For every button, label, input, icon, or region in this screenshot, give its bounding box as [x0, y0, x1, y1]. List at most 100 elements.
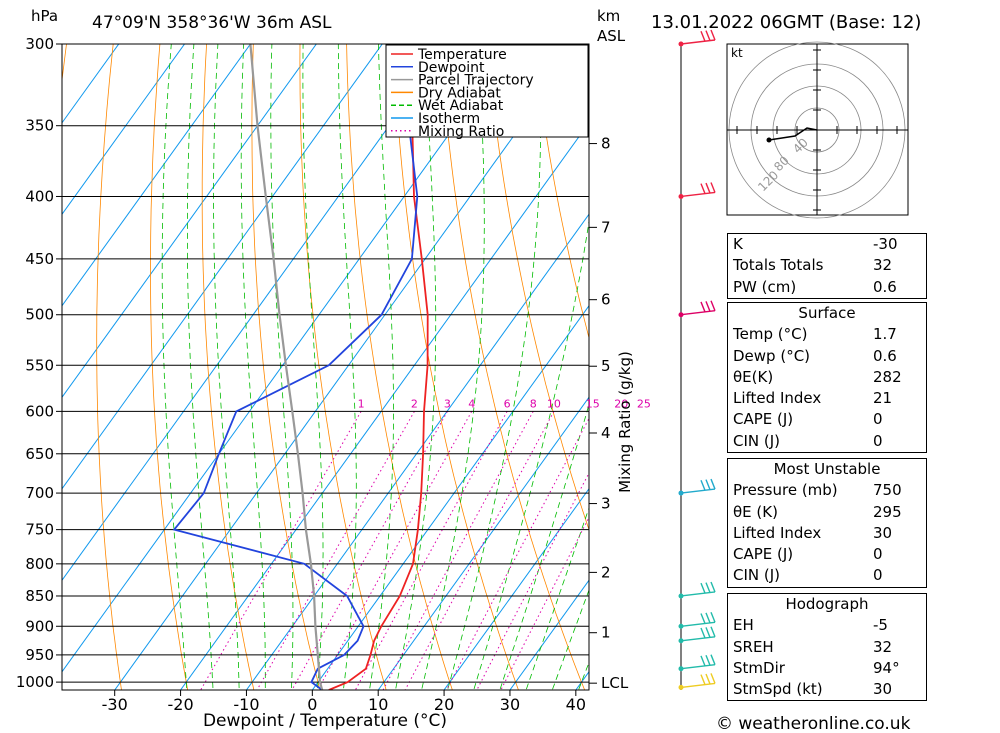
index-row: Temp (°C) 1.7 — [728, 324, 926, 345]
km-tick-label: 4 — [601, 424, 611, 442]
legend-entry-label: Wet Adiabat — [418, 98, 504, 114]
index-row: CAPE (J) 0 — [728, 409, 926, 430]
indices-hodograph-panel: Hodograph EH -5 SREH 32 StmDir 94° StmSpd (kt) 3… — [727, 593, 927, 702]
wet-adiabat-line — [551, 588, 589, 690]
mixing-ratio-line — [404, 411, 555, 690]
km-tick-label: 6 — [601, 291, 611, 309]
indices-basic-panel: K -30 Totals Totals 32 PW (cm) 0.6 — [727, 233, 927, 299]
dry-adiabat-line — [954, 44, 1000, 708]
wet-adiabat-line — [499, 403, 589, 690]
legend-entry-label: Temperature — [417, 47, 507, 63]
km-tick-label: 8 — [601, 135, 611, 153]
profile-parcel-trajectory — [249, 44, 324, 690]
wet-adiabat-line — [473, 218, 589, 690]
isotherm-line — [62, 44, 186, 216]
index-section-title: Surface — [798, 304, 856, 322]
hodograph-point — [766, 137, 772, 143]
pressure-tick-label: 800 — [25, 555, 54, 573]
index-value: 0 — [873, 566, 883, 585]
index-row: Lifted Index 30 — [728, 523, 926, 544]
wet-adiabat-line — [161, 44, 188, 690]
index-label: PW (cm) — [733, 277, 797, 296]
isotherm-line — [509, 579, 589, 690]
isotherm-line — [62, 44, 383, 490]
temperature-tick-label: 40 — [566, 695, 586, 714]
km-unit-label: km — [597, 7, 620, 25]
index-value: 0.6 — [873, 346, 897, 365]
index-row: θE(K) 282 — [728, 367, 926, 388]
index-label: Totals Totals — [733, 256, 824, 275]
legend-entry-label: Parcel Trajectory — [418, 73, 534, 89]
index-label: CIN (J) — [733, 566, 781, 585]
index-label: θE(K) — [733, 367, 774, 386]
index-row: Totals Totals 32 — [728, 255, 926, 276]
index-label: StmSpd (kt) — [733, 680, 823, 699]
location-label: 47°09'N 358°36'W 36m ASL — [92, 13, 332, 33]
index-value: 94° — [873, 658, 900, 677]
km-tick-label: 5 — [601, 357, 611, 375]
index-value: 750 — [873, 481, 902, 500]
legend-entry-label: Dry Adiabat — [418, 85, 501, 101]
index-row: PW (cm) 0.6 — [728, 277, 926, 298]
wet-adiabat-line — [186, 44, 214, 690]
mixing-ratio-label: 6 — [504, 397, 511, 410]
km-tick-label: LCL — [601, 674, 629, 692]
index-row: StmDir 94° — [728, 658, 926, 679]
index-value: 0.6 — [873, 277, 897, 296]
temperature-tick-label: -30 — [102, 695, 128, 714]
mixing-ratio-label: 8 — [530, 397, 537, 410]
index-label: CAPE (J) — [733, 545, 794, 564]
mixing-ratio-label: 3 — [444, 397, 451, 410]
asl-unit-label: ASL — [597, 27, 626, 45]
wet-adiabat-line — [270, 44, 294, 690]
wind-barb — [678, 612, 716, 629]
pressure-tick-label: 600 — [25, 402, 54, 420]
index-row: CIN (J) 0 — [728, 431, 926, 452]
index-row: Pressure (mb) 750 — [728, 480, 926, 501]
index-value: 30 — [873, 680, 893, 699]
isotherm-line — [311, 304, 589, 690]
temperature-tick-label: 0 — [307, 695, 317, 714]
wet-adiabat-line — [337, 44, 357, 690]
pressure-tick-label: 1000 — [16, 673, 54, 691]
index-section-title: Most Unstable — [773, 460, 881, 478]
mixing-ratio-label: 2 — [411, 397, 418, 410]
index-value: -5 — [873, 616, 888, 635]
index-label: CIN (J) — [733, 431, 781, 450]
dry-adiabat-line — [439, 44, 586, 690]
isotherm-line — [62, 44, 120, 124]
temperature-tick-label: 20 — [434, 695, 454, 714]
legend-box — [385, 44, 589, 138]
wet-adiabat-line — [213, 44, 240, 690]
km-tick-label: 3 — [601, 495, 611, 513]
pressure-tick-label: 300 — [25, 35, 54, 53]
mixing-ratio-line — [445, 417, 589, 690]
index-value: 32 — [873, 256, 893, 275]
pressure-tick-label: 350 — [25, 117, 54, 135]
pressure-tick-label: 750 — [25, 521, 54, 539]
isotherm-line — [377, 396, 589, 690]
km-tick-label: 2 — [601, 563, 611, 581]
temperature-tick-label: 30 — [500, 695, 520, 714]
dry-adiabat-line — [251, 44, 321, 690]
hodograph-unit-label: kt — [731, 46, 743, 60]
dry-adiabat-line — [150, 44, 189, 690]
wet-adiabat-line — [240, 44, 266, 690]
wind-barb — [678, 29, 716, 47]
km-tick-label: 1 — [601, 624, 611, 642]
index-row: Lifted Index 21 — [728, 388, 926, 409]
isotherm-line — [62, 44, 317, 399]
datetime-label: 13.01.2022 06GMT (Base: 12) — [651, 12, 921, 33]
index-row: K -30 — [728, 234, 926, 255]
mixing-ratio-line — [476, 471, 589, 690]
index-label: CAPE (J) — [733, 410, 794, 429]
dry-adiabat-line — [392, 44, 519, 690]
index-value: 1.7 — [873, 325, 897, 344]
isotherm-line — [443, 487, 589, 690]
isotherm-line — [245, 213, 589, 690]
pressure-unit-label: hPa — [31, 7, 58, 25]
wind-barb — [678, 300, 716, 318]
index-label: StmDir — [733, 658, 785, 677]
profile-dewpoint — [172, 44, 419, 690]
